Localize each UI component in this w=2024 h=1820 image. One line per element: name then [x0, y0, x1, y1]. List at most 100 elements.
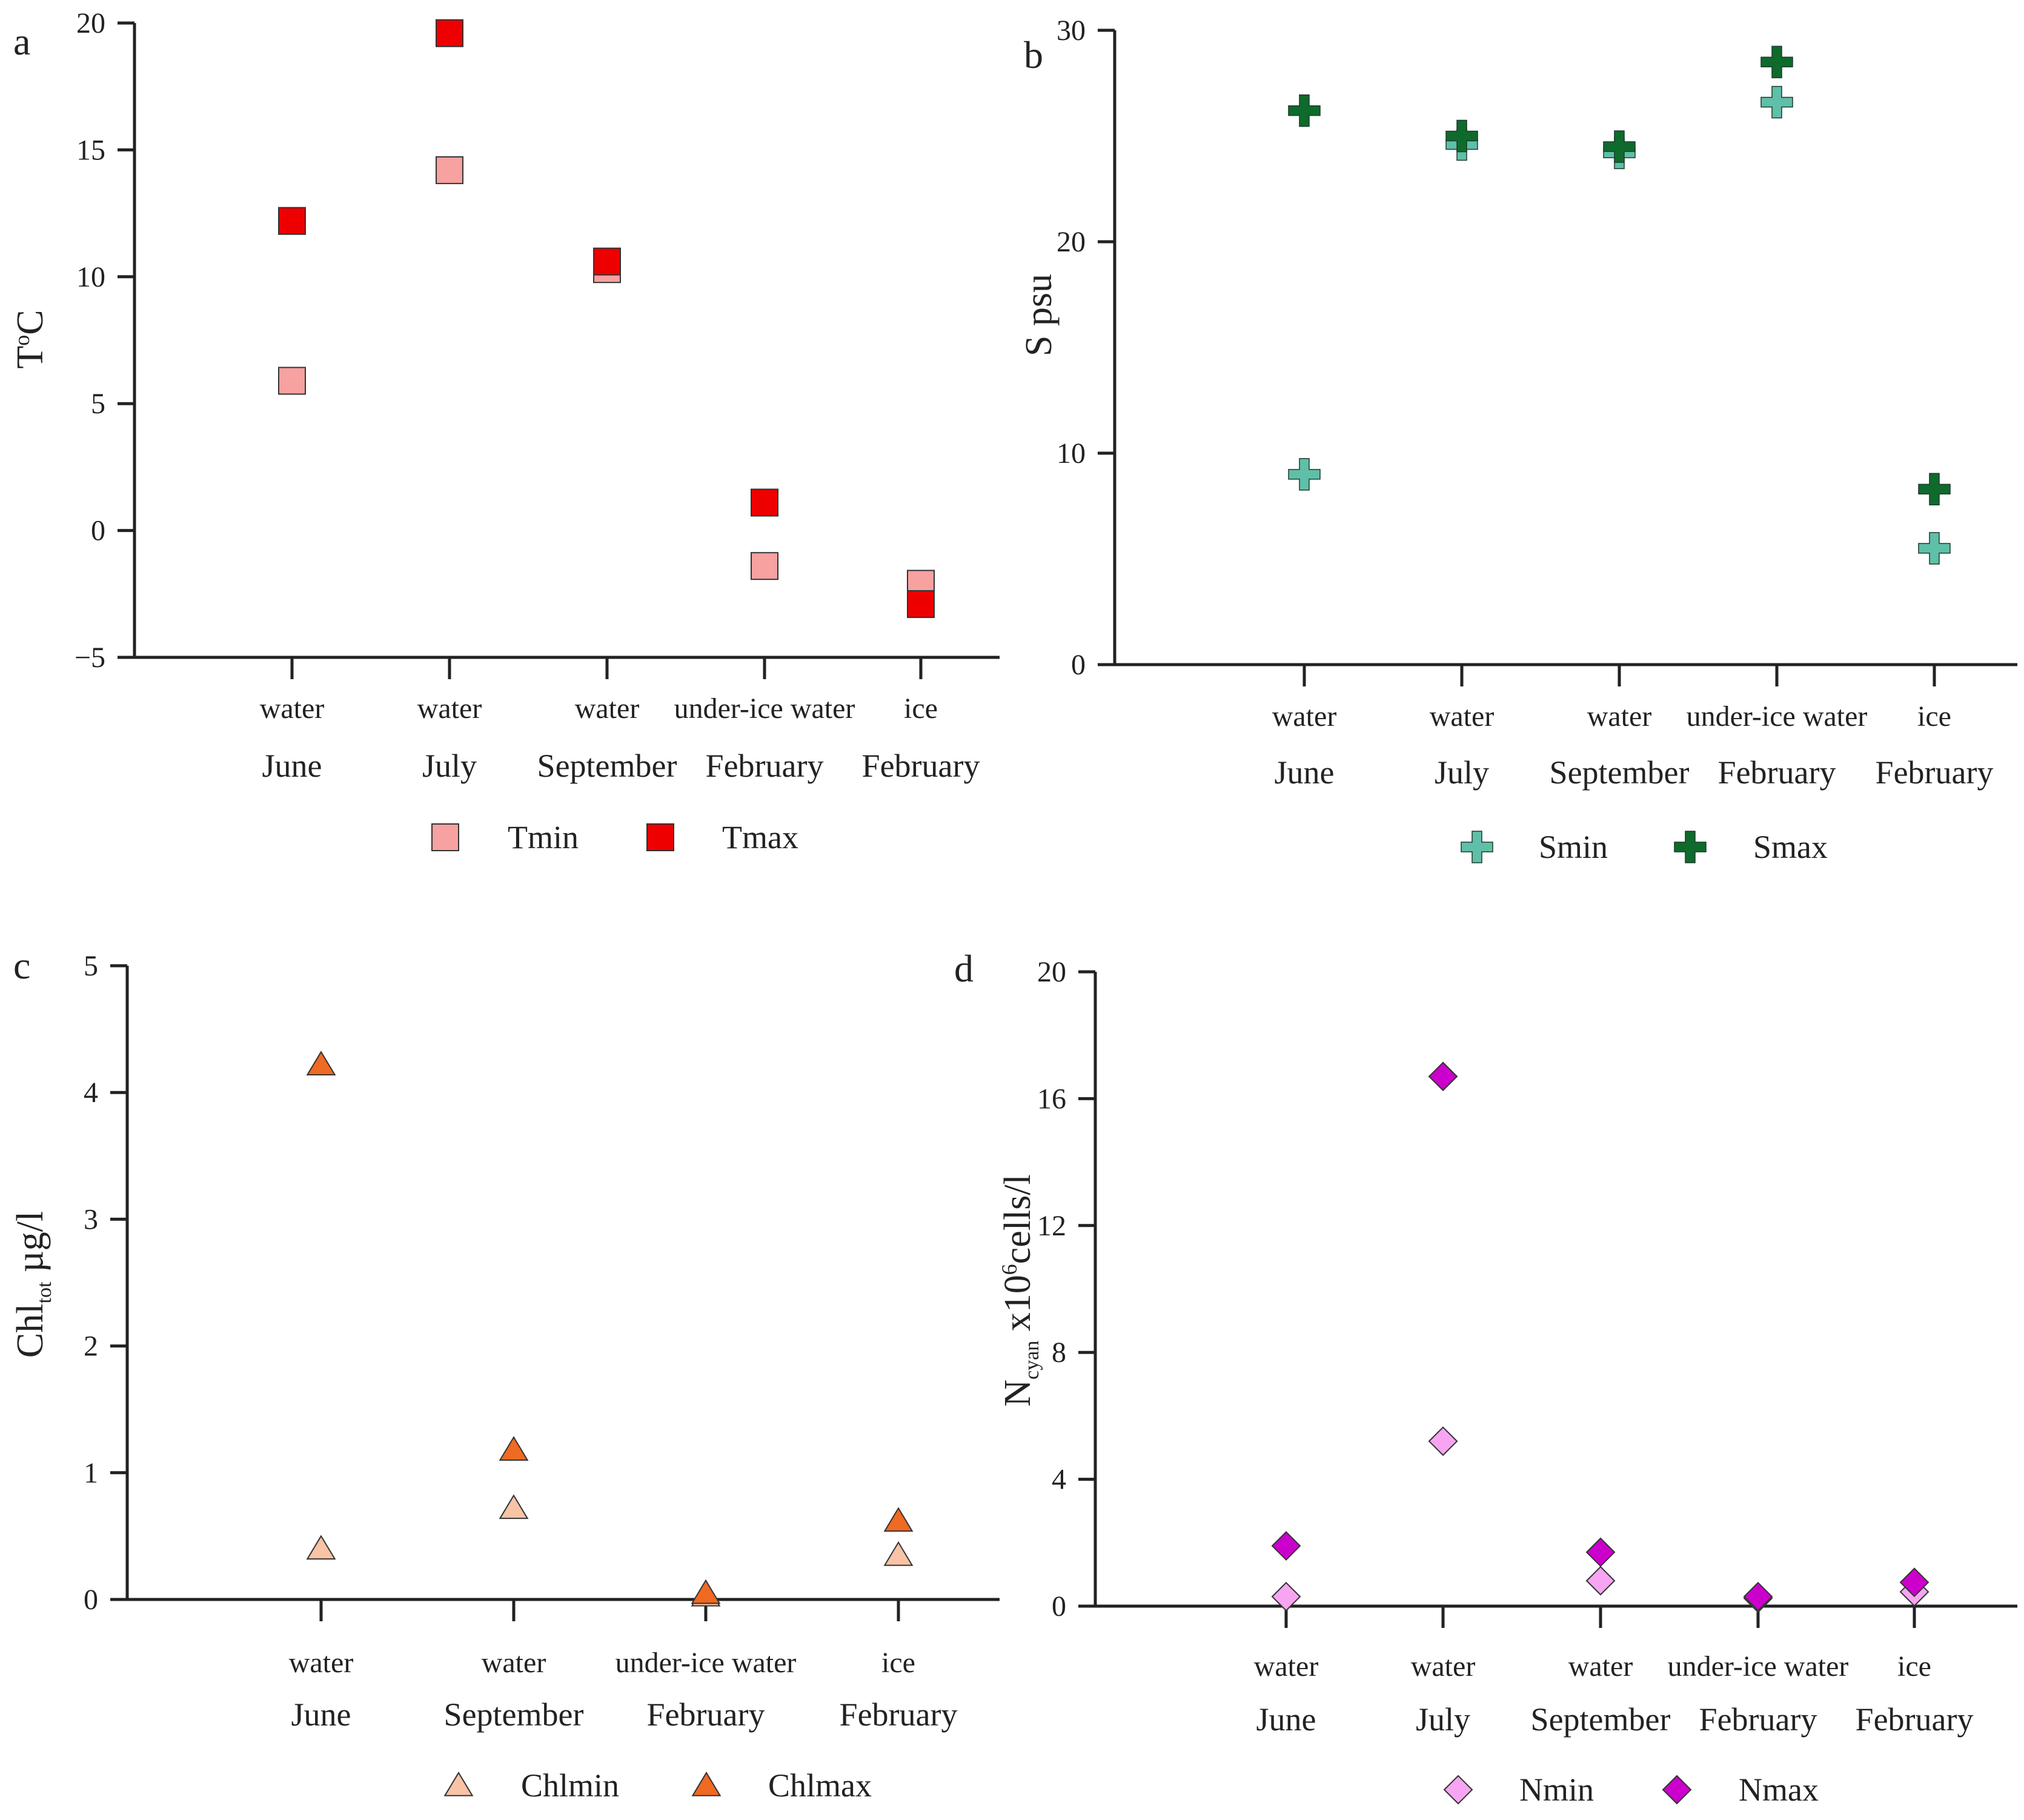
y-axis-title: ToC — [10, 310, 51, 368]
y-tick-label: 0 — [84, 1584, 98, 1616]
y-tick-label: 3 — [84, 1203, 98, 1235]
x-group-label: July — [1416, 1701, 1470, 1738]
data-point-chlmin — [306, 1535, 336, 1560]
legend-label: Chlmin — [521, 1767, 619, 1804]
x-category-label: water — [482, 1647, 546, 1679]
x-category-label: ice — [904, 692, 938, 725]
y-axis-title-rest: psu — [1018, 274, 1060, 336]
x-category-label: ice — [1897, 1650, 1931, 1682]
data-point-smax — [1603, 130, 1636, 163]
x-category-label: water — [289, 1647, 354, 1679]
x-group-label: September — [537, 748, 677, 784]
data-point-tmax — [593, 247, 621, 276]
y-tick-label: 4 — [84, 1077, 98, 1109]
data-point-nmax — [1585, 1537, 1616, 1567]
y-axis-title-main: Chl — [10, 1304, 51, 1358]
legend-marker-nmin — [1443, 1775, 1473, 1805]
y-tick-label: 10 — [1057, 437, 1086, 470]
x-group-label: February — [840, 1696, 958, 1733]
x-category-label: ice — [1917, 700, 1951, 732]
data-point-nmax — [1743, 1581, 1773, 1612]
data-point-tmax — [278, 207, 306, 235]
y-tick-label: 16 — [1037, 1083, 1066, 1115]
data-point-tmax — [436, 19, 463, 47]
legend-marker-smax — [1674, 831, 1707, 863]
y-tick-label: 30 — [1057, 15, 1086, 47]
data-point-tmin — [751, 552, 778, 580]
data-point-nmin — [1271, 1581, 1301, 1612]
data-point-chlmin — [499, 1494, 529, 1519]
data-point-tmax — [907, 590, 935, 619]
data-point-tmin — [436, 156, 463, 184]
y-axis-title-rest: x10 — [997, 1275, 1038, 1341]
data-point-nmax — [1899, 1567, 1929, 1598]
x-group-label: February — [1876, 754, 1994, 791]
data-point-smin — [1288, 458, 1321, 491]
panel-letter: c — [13, 944, 30, 987]
data-point-nmax — [1271, 1531, 1301, 1561]
data-point-chlmax — [883, 1507, 914, 1532]
legend-marker-tmax — [646, 823, 674, 851]
x-category-label: under-ice water — [615, 1647, 797, 1679]
legend-label: Smin — [1539, 829, 1608, 865]
y-tick-label: 20 — [1057, 226, 1086, 258]
legend-marker-nmax — [1662, 1775, 1692, 1805]
x-category-label: water — [1568, 1650, 1633, 1682]
y-axis-title-sub: tot — [33, 1281, 56, 1303]
x-group-label: June — [291, 1696, 351, 1733]
y-tick-label: 5 — [91, 388, 105, 420]
x-category-label: ice — [881, 1647, 915, 1679]
y-axis-title-sub: cyan — [1021, 1341, 1043, 1380]
chart-panel-b: b 0 10 20 30 S psu water June water July water Sept… — [1018, 15, 2017, 865]
x-group-label: February — [1856, 1701, 1974, 1738]
data-point-chlmax — [499, 1436, 529, 1461]
data-point-tmin — [278, 367, 306, 395]
x-group-label: June — [1275, 754, 1335, 791]
x-category-label: water — [1587, 700, 1652, 732]
x-category-label: water — [417, 692, 482, 725]
y-tick-label: 8 — [1052, 1337, 1066, 1369]
legend-marker-chlmax — [691, 1772, 722, 1796]
data-point-smax — [1445, 119, 1478, 153]
y-tick-label: 4 — [1052, 1464, 1066, 1496]
data-point-nmin — [1585, 1566, 1616, 1596]
x-group-label: September — [1550, 754, 1690, 791]
x-group-label: February — [1699, 1701, 1817, 1738]
legend-label: Nmin — [1519, 1772, 1594, 1808]
y-axis-title: S psu — [1018, 274, 1060, 356]
y-axis-title-rest: C — [10, 310, 51, 334]
x-category-label: under-ice water — [1687, 700, 1868, 732]
y-axis-title-main: N — [997, 1380, 1038, 1407]
panel-letter: a — [13, 20, 30, 63]
x-group-label: February — [862, 748, 980, 784]
y-axis-title-sup: o — [10, 335, 34, 346]
chart-panel-a: a−505101520ToCwaterJunewaterJulywaterSep… — [10, 7, 1000, 855]
x-group-label: September — [1531, 1701, 1671, 1738]
data-point-smin — [1760, 85, 1793, 119]
x-group-label: February — [1718, 754, 1836, 791]
legend-label: Tmin — [508, 819, 579, 855]
x-group-label: July — [1435, 754, 1489, 791]
y-tick-label: 20 — [76, 7, 105, 39]
x-group-label: July — [422, 748, 477, 784]
y-axis-title-main: T — [10, 346, 51, 369]
x-group-label: June — [1256, 1701, 1316, 1738]
x-category-label: under-ice water — [674, 692, 855, 725]
y-tick-label: 0 — [1071, 649, 1086, 681]
legend-label: Tmax — [722, 819, 798, 855]
y-tick-label: 15 — [76, 134, 105, 166]
x-category-label: water — [1430, 700, 1495, 732]
x-group-label: February — [706, 748, 824, 784]
data-point-chlmin — [883, 1541, 914, 1566]
x-group-label: June — [262, 748, 322, 784]
y-tick-label: 2 — [84, 1330, 98, 1363]
y-tick-label: 1 — [84, 1457, 98, 1489]
data-point-smax — [1918, 473, 1951, 506]
y-axis-title-main: S — [1018, 336, 1060, 356]
y-tick-label: −5 — [75, 642, 105, 674]
y-axis-title-sup: 6 — [997, 1264, 1021, 1275]
y-tick-label: 5 — [84, 950, 98, 982]
panel-letter: b — [1024, 33, 1043, 76]
data-point-smin — [1918, 532, 1951, 565]
